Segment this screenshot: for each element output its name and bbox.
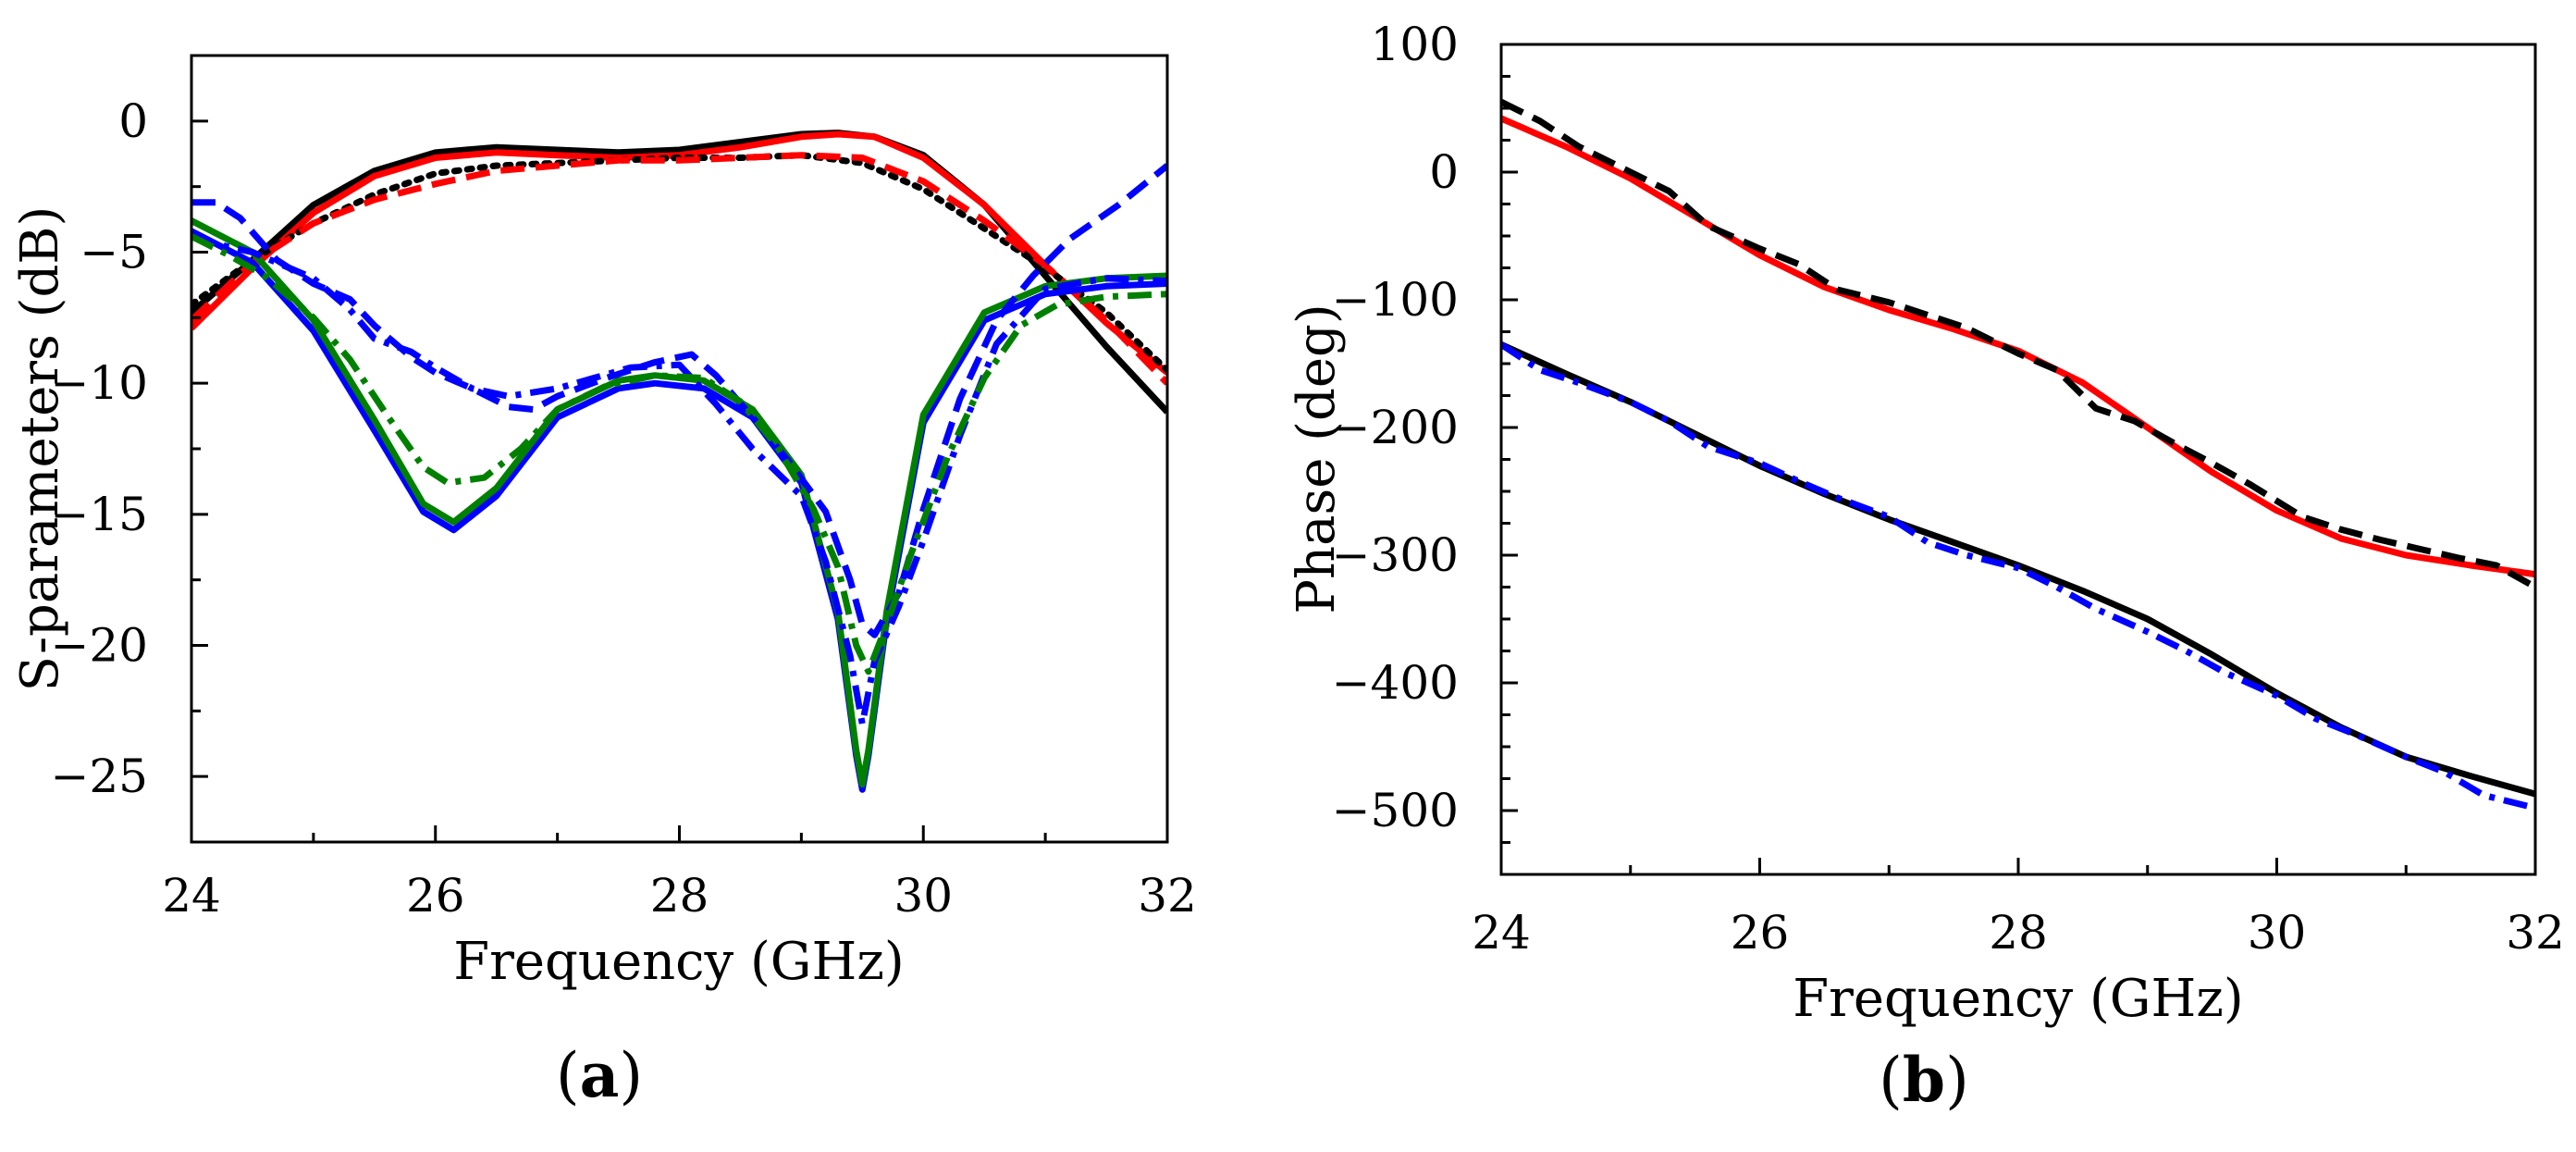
- panel-a-y-tick-label: −20: [50, 619, 148, 673]
- panel-b-chart: 24 26 28 30 32 100 0 −100 −200 −300 −400 −500 Frequ…: [1287, 18, 2565, 1116]
- panel-a-series-green-dash-dot: [191, 233, 1167, 675]
- panel-b-y-axis-label: Phase (deg): [1287, 303, 1347, 613]
- panel-a-series-blue-solid: [191, 228, 1167, 793]
- panel-a-x-tick-label: 24: [162, 869, 221, 923]
- panel-a-label-open: (: [556, 1040, 580, 1111]
- panel-a-y-tick-label: 0: [118, 94, 148, 148]
- panel-a-label: (a): [556, 1039, 643, 1111]
- panel-b-x-axis-label: Frequency (GHz): [1793, 969, 2243, 1029]
- panel-a-plot-frame: [190, 54, 1169, 844]
- panel-a-chart: 24 26 28 30 32 0 −5 −10 −15 −20 −25 Frequency (GHz…: [10, 54, 1197, 1111]
- panel-a-ticks: 24 26 28 30 32 0 −5 −10 −15 −20 −25: [50, 54, 1197, 923]
- panel-b-x-tick-label: 30: [2248, 906, 2307, 960]
- panel-a-x-tick-label: 28: [650, 869, 709, 923]
- panel-b-x-tick-label: 32: [2506, 906, 2565, 960]
- panel-a-series-group: [191, 130, 1167, 793]
- panel-a-y-tick-label: −5: [80, 226, 148, 279]
- panel-b-label-letter: b: [1903, 1044, 1945, 1116]
- panel-b-y-tick-label: −300: [1332, 528, 1459, 582]
- panel-a-x-tick-label: 26: [406, 869, 465, 923]
- panel-b-series-black-dashed: [1501, 98, 2535, 590]
- panel-b-y-tick-label: −100: [1332, 273, 1459, 327]
- panel-b-label-open: (: [1879, 1045, 1903, 1116]
- panel-a-series-blue-dashed: [191, 163, 1167, 638]
- panel-b-x-tick-label: 26: [1731, 906, 1790, 960]
- panel-a-series-black-dotted: [191, 152, 1167, 374]
- panel-a-x-axis-label: Frequency (GHz): [453, 932, 904, 992]
- panel-b-label-close: ): [1945, 1045, 1969, 1116]
- panel-a-series-green-solid: [191, 217, 1167, 788]
- panel-b-y-tick-label: −500: [1332, 784, 1459, 837]
- panel-a-y-axis-label: S-parameters (dB): [10, 206, 70, 692]
- panel-b-x-tick-label: 24: [1472, 906, 1531, 960]
- panel-b-y-tick-label: −200: [1332, 401, 1459, 454]
- panel-a-y-tick-label: −15: [50, 488, 148, 541]
- panel-b-series-group: [1501, 98, 2535, 811]
- panel-b-y-tick-label: 100: [1371, 18, 1459, 71]
- panel-b-y-tick-label: 0: [1429, 145, 1459, 199]
- panel-a-label-letter: a: [580, 1039, 620, 1111]
- panel-a-series-blue-dash-dot: [191, 233, 1167, 727]
- panel-a-label-close: ): [619, 1040, 643, 1111]
- panel-b-plot-frame: [1499, 43, 2537, 876]
- panel-a-series-red-dashed: [191, 152, 1167, 386]
- panel-b-label: (b): [1879, 1044, 1969, 1116]
- panel-a-series-red-solid: [191, 130, 1167, 376]
- panel-b-x-tick-label: 28: [1989, 906, 2048, 960]
- panel-a-y-tick-label: −10: [50, 356, 148, 410]
- panel-a-y-tick-label: −25: [50, 749, 148, 803]
- panel-a-x-tick-label: 30: [894, 869, 953, 923]
- panel-b-ticks: 24 26 28 30 32 100 0 −100 −200 −300 −400 −500: [1332, 18, 2565, 960]
- panel-b-series-blue-dash-dot: [1501, 341, 2535, 811]
- panel-a-x-tick-label: 32: [1138, 869, 1197, 923]
- panel-b-y-tick-label: −400: [1332, 656, 1459, 710]
